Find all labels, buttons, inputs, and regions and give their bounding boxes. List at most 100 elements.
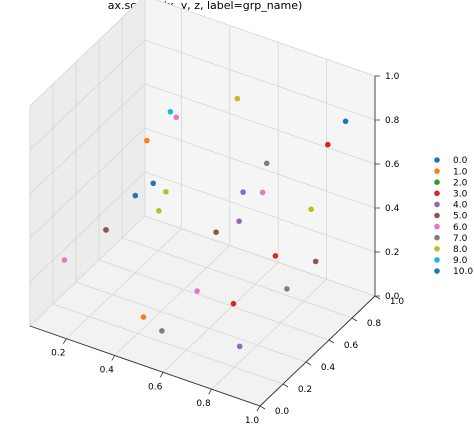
grid-line [29, 215, 146, 327]
grid-line [114, 245, 231, 356]
grid-line [98, 259, 330, 341]
scatter-point [132, 192, 139, 199]
grid-line [52, 303, 284, 385]
legend-marker [434, 168, 440, 174]
scatter-point [173, 114, 179, 121]
scatter-point [144, 137, 150, 144]
legend-marker [434, 223, 440, 230]
z-tick-label: 1.0 [385, 72, 400, 82]
grid-line [29, 0, 142, 107]
legend-label: 9.0 [453, 256, 468, 266]
y-axis-line [259, 295, 376, 407]
y-tick-mark [328, 339, 335, 344]
legend-label: 7.0 [453, 234, 468, 244]
legend-label: 1.0 [453, 167, 468, 177]
scatter-point [308, 206, 314, 213]
scatter-point [234, 95, 241, 102]
legend-label: 2.0 [453, 178, 468, 188]
scatter-point [213, 229, 219, 235]
legend-label: 8.0 [453, 245, 468, 255]
z-tick-label: 0.8 [385, 116, 400, 126]
y-tick-mark [374, 295, 381, 300]
legend-label: 3.0 [453, 190, 468, 200]
y-tick-label: 0.6 [344, 341, 359, 351]
axis-lines [29, 76, 376, 407]
x-tick-label: 0.4 [100, 365, 115, 375]
grid-line [121, 237, 353, 319]
legend-marker [434, 201, 440, 208]
x-tick-label: 1.0 [245, 416, 260, 426]
legend-marker [434, 234, 440, 241]
scatter-point [236, 218, 242, 224]
grid-line [162, 262, 279, 373]
grid-line [29, 171, 146, 283]
grid-line [144, 39, 376, 121]
legend-label: 4.0 [453, 201, 468, 211]
y-tick-mark [305, 361, 312, 366]
y-tick-label: 0.4 [321, 363, 336, 373]
x-tick-mark [256, 405, 261, 412]
z-tick-label: 0.0 [385, 292, 400, 302]
x-axis-line [29, 325, 261, 407]
grid-line [144, 215, 376, 297]
scatter-point [240, 189, 246, 195]
legend-label: 10.0 [453, 267, 473, 277]
scatter-point [156, 208, 162, 214]
scatter-point [272, 253, 279, 259]
x-tick-mark [62, 338, 67, 344]
legend-label: 0.0 [453, 156, 468, 166]
data-points [61, 95, 349, 350]
scatter-point [159, 328, 165, 334]
scatter-point [325, 141, 331, 148]
grid-line [144, 127, 376, 209]
y-tick-mark [351, 317, 358, 322]
grid-line [144, 83, 376, 165]
legend-label: 5.0 [453, 212, 468, 222]
x-tick-mark [111, 355, 116, 361]
scatter-point [236, 343, 243, 350]
x-tick-label: 0.8 [196, 399, 211, 409]
x-tick-mark [208, 388, 212, 395]
y-tick-mark [259, 405, 266, 410]
scatter-point [312, 258, 319, 265]
grid-line [144, 171, 376, 253]
scatter-point [103, 227, 109, 233]
grid-line [29, 39, 146, 151]
legend-marker [434, 157, 440, 163]
scatter-point [259, 189, 266, 196]
legend-marker [434, 246, 440, 252]
legend-marker [434, 212, 440, 219]
y-tick-label: 0.0 [275, 407, 290, 417]
scatter-point [140, 314, 147, 320]
y-tick-label: 0.8 [367, 319, 382, 329]
x-tick-label: 0.2 [51, 349, 65, 359]
y-tick-mark [282, 383, 289, 388]
grid-line [211, 278, 327, 390]
legend-marker [434, 190, 440, 197]
scatter-point [263, 160, 270, 167]
legend-label: 6.0 [453, 223, 468, 233]
grid-line [29, 83, 146, 195]
grid-line [29, 127, 146, 239]
scatter-point [150, 180, 156, 187]
grid-lines [29, 0, 376, 407]
scatter-point [284, 286, 290, 292]
z-tick-label: 0.6 [385, 160, 400, 170]
tick-labels: 0.20.40.60.81.00.00.20.40.60.81.00.00.20… [51, 72, 404, 426]
scatter-point [342, 118, 349, 125]
scatter-point [194, 288, 200, 294]
y-tick-label: 1.0 [390, 297, 405, 307]
y-tick-label: 0.2 [298, 385, 312, 395]
z-tick-label: 0.2 [385, 248, 399, 258]
scatter-point [163, 189, 169, 195]
x-tick-mark [159, 372, 164, 378]
scatter-point [230, 300, 237, 307]
legend-marker [434, 257, 440, 263]
legend-marker [434, 179, 440, 185]
grid-line [155, 0, 376, 77]
grid-line [75, 281, 307, 363]
grid-line [66, 228, 182, 339]
z-tick-label: 0.4 [385, 204, 400, 214]
legend-marker [434, 268, 440, 274]
